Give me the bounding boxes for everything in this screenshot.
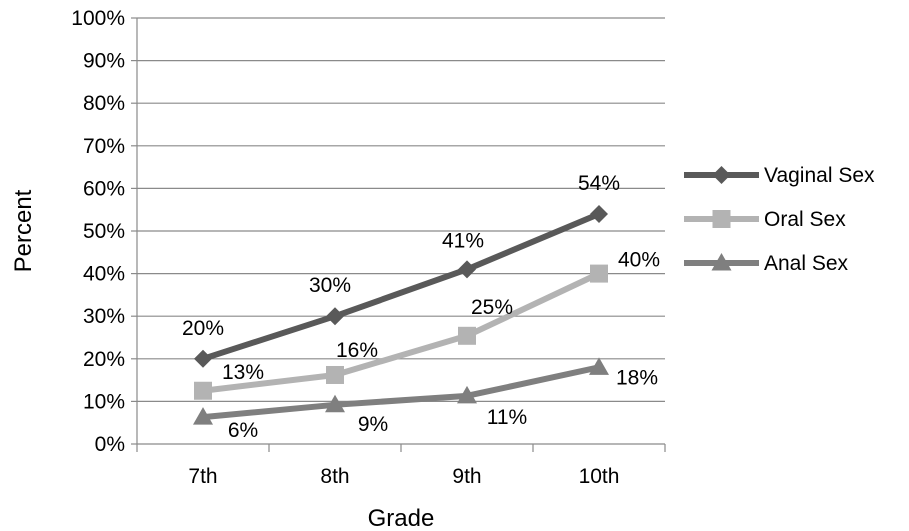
data-label: 11%: [487, 406, 527, 429]
data-point: [193, 407, 213, 425]
data-point: [590, 264, 608, 283]
data-label: 18%: [616, 366, 658, 389]
gridlines: [137, 17, 665, 402]
data-point: [457, 385, 477, 404]
data-point: [326, 365, 344, 384]
data-point: [326, 307, 344, 326]
y-tick-label: 100%: [71, 7, 125, 30]
data-point: [458, 260, 476, 279]
legend-item: Vaginal Sex: [684, 164, 875, 187]
data-label: 25%: [471, 296, 513, 319]
x-tick-label: 7th: [188, 465, 217, 488]
data-point: [458, 326, 476, 345]
data-point: [194, 349, 212, 368]
legend-label: Oral Sex: [764, 208, 846, 231]
data-point: [589, 357, 609, 375]
data-label: 54%: [578, 172, 620, 195]
y-tick-label: 0%: [95, 433, 125, 456]
series-line: [202, 270, 601, 394]
data-label: 30%: [309, 274, 351, 297]
x-axis-title: Grade: [368, 505, 435, 531]
legend-swatch-marker: [712, 210, 731, 228]
legend-item: Oral Sex: [684, 208, 846, 231]
y-tick-label: 50%: [83, 220, 125, 243]
legend-label: Anal Sex: [764, 252, 849, 275]
y-tick-label: 60%: [83, 177, 125, 200]
legend-item: Anal Sex: [684, 252, 849, 275]
data-label: 41%: [442, 229, 484, 252]
x-tick-labels: 7th 8th 9th 10th: [188, 465, 619, 488]
y-tick-label: 30%: [83, 305, 125, 328]
y-tick-labels: 0% 10% 20% 30% 40% 50% 60% 70% 80% 90% 100%: [71, 7, 125, 456]
y-tick-label: 80%: [83, 92, 125, 115]
y-axis-title: Percent: [10, 189, 37, 272]
y-tick-label: 90%: [83, 50, 125, 73]
data-label: 6%: [228, 419, 258, 442]
data-label: 9%: [358, 413, 388, 436]
x-tick-label: 8th: [320, 465, 349, 488]
legend-label: Vaginal Sex: [764, 164, 875, 187]
x-tick-label: 9th: [452, 465, 481, 488]
y-tick-label: 20%: [83, 348, 125, 371]
y-tick-label: 40%: [83, 263, 125, 286]
axes: [131, 17, 666, 452]
y-tick-label: 70%: [83, 135, 125, 158]
y-tick-label: 10%: [83, 390, 125, 413]
data-label: 40%: [618, 249, 660, 272]
series-line: [202, 211, 601, 362]
data-point: [325, 394, 345, 413]
series-group: [193, 204, 609, 425]
x-tick-label: 10th: [579, 465, 620, 488]
data-label: 20%: [182, 317, 224, 340]
data-label: 16%: [336, 339, 378, 362]
data-label: 13%: [222, 361, 264, 384]
legend-swatch-marker: [711, 253, 732, 271]
series-line: [202, 364, 600, 421]
data-point: [194, 381, 212, 400]
data-labels: 20% 30% 41% 54% 13% 16% 25% 40% 6% 9% 11% 18%: [182, 172, 660, 442]
legend-swatch-marker: [712, 166, 731, 184]
data-point: [590, 204, 608, 223]
legend: Vaginal Sex Oral Sex Anal Sex: [684, 164, 875, 275]
